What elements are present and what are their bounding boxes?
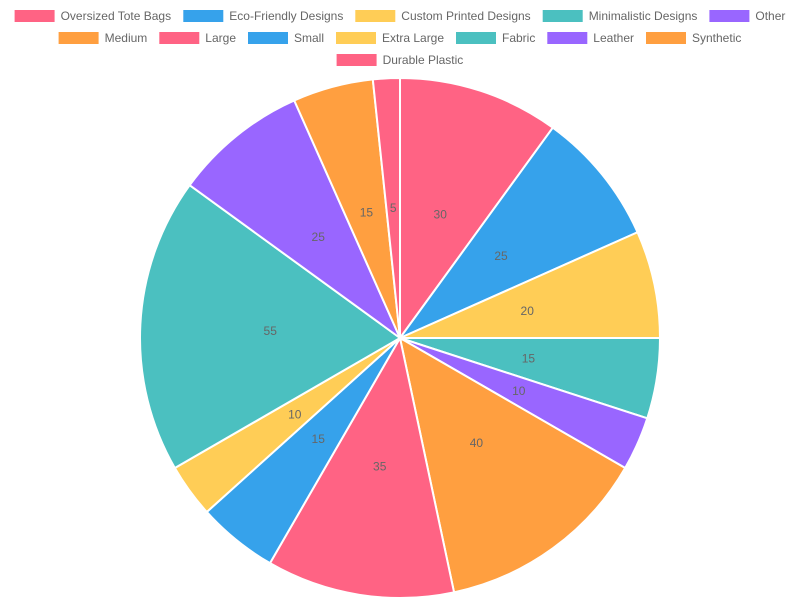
- legend-label: Extra Large: [382, 31, 444, 45]
- legend-label: Synthetic: [692, 31, 741, 45]
- legend-swatch: [542, 10, 583, 22]
- legend-item-leather[interactable]: Leather: [547, 31, 634, 45]
- legend-swatch: [456, 32, 496, 44]
- pie-slice-large[interactable]: [268, 335, 456, 599]
- pie-slice-fabric[interactable]: [139, 183, 402, 470]
- pie-slice-custom-printed-designs[interactable]: [399, 230, 662, 339]
- legend-item-synthetic[interactable]: Synthetic: [646, 31, 741, 45]
- data-label-eco-friendly-designs: 25: [494, 249, 508, 263]
- legend-item-medium[interactable]: Medium: [58, 31, 148, 45]
- legend-label: Fabric: [502, 31, 535, 45]
- legend-label: Custom Printed Designs: [401, 9, 530, 23]
- legend-item-minimalistic-designs[interactable]: Minimalistic Designs: [542, 9, 698, 23]
- data-label-durable-plastic: 5: [390, 201, 397, 215]
- legend-label: Leather: [593, 31, 634, 45]
- data-label-oversized-tote-bags: 30: [434, 207, 448, 221]
- legend-label: Large: [205, 31, 236, 45]
- legend-swatch: [248, 32, 288, 44]
- legend-item-fabric[interactable]: Fabric: [456, 31, 535, 45]
- legend-item-durable-plastic[interactable]: Durable Plastic: [336, 53, 464, 67]
- legend-swatch: [159, 32, 200, 44]
- legend-label: Other: [755, 9, 785, 23]
- legend-item-other[interactable]: Other: [709, 9, 785, 23]
- pie-slice-leather[interactable]: [188, 99, 403, 342]
- legend-swatch: [709, 10, 750, 22]
- data-label-synthetic: 15: [360, 205, 374, 219]
- legend-item-extra-large[interactable]: Extra Large: [336, 31, 444, 45]
- data-label-fabric: 55: [264, 324, 278, 338]
- legend-swatch: [58, 32, 99, 44]
- legend-label: Small: [294, 31, 324, 45]
- legend-swatch: [547, 32, 588, 44]
- pie-slice-durable-plastic[interactable]: [371, 76, 401, 339]
- legend-swatch: [336, 54, 377, 66]
- data-label-medium: 40: [470, 436, 484, 450]
- pie-slice-eco-friendly-designs[interactable]: [396, 126, 639, 341]
- legend-label: Durable Plastic: [383, 53, 464, 67]
- data-label-large: 35: [373, 459, 387, 473]
- chart-legend: Oversized Tote Bags Eco-Friendly Designs C…: [14, 9, 785, 67]
- data-label-extra-large: 10: [288, 407, 302, 421]
- legend-swatch: [14, 10, 55, 22]
- pie-labels: 30 25 20 15 10 40 35 15 10 55 25 15 5: [264, 201, 536, 473]
- legend-label: Eco-Friendly Designs: [229, 9, 343, 23]
- data-label-leather: 25: [312, 230, 326, 244]
- legend-item-small[interactable]: Small: [248, 31, 324, 45]
- data-label-minimalistic-designs: 15: [522, 351, 536, 365]
- data-label-small: 15: [312, 432, 326, 446]
- legend-swatch: [183, 10, 224, 22]
- data-label-other: 10: [512, 384, 526, 398]
- pie-slice-medium[interactable]: [398, 336, 627, 594]
- legend-swatch: [336, 32, 376, 44]
- legend-item-eco-friendly-designs[interactable]: Eco-Friendly Designs: [183, 9, 343, 23]
- legend-label: Oversized Tote Bags: [61, 9, 172, 23]
- legend-item-oversized-tote-bags[interactable]: Oversized Tote Bags: [14, 9, 172, 23]
- pie-slices: [139, 76, 662, 599]
- legend-item-large[interactable]: Large: [159, 31, 236, 45]
- legend-swatch: [355, 10, 396, 22]
- legend-label: Medium: [105, 31, 148, 45]
- legend-label: Minimalistic Designs: [589, 9, 698, 23]
- pie-slice-oversized-tote-bags[interactable]: [399, 76, 555, 342]
- legend-item-custom-printed-designs[interactable]: Custom Printed Designs: [355, 9, 531, 23]
- legend-swatch: [646, 32, 686, 44]
- data-label-custom-printed-designs: 20: [521, 304, 535, 318]
